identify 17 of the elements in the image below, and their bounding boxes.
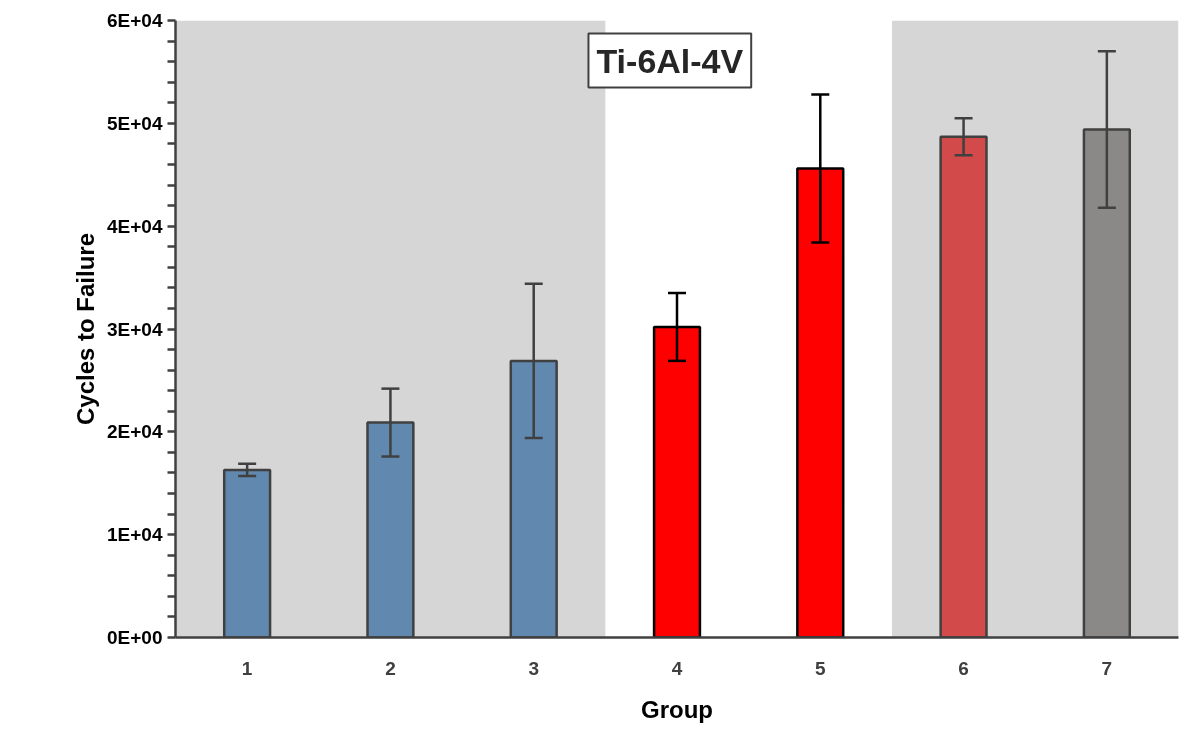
x-tick-label: 4 — [671, 657, 683, 679]
y-axis-title: Cycles to Failure — [72, 232, 100, 426]
y-tick-label: 3E+04 — [107, 318, 163, 340]
x-tick-label: 5 — [815, 657, 826, 679]
y-tick-label: 5E+04 — [107, 112, 163, 134]
x-tick-label: 2 — [385, 657, 396, 679]
x-axis-title: Group — [641, 695, 714, 723]
y-tick-label: 1E+04 — [107, 524, 163, 546]
y-tick-label: 4E+04 — [107, 215, 163, 237]
x-tick-label: 3 — [528, 657, 540, 679]
x-tick-label: 1 — [241, 657, 253, 679]
y-tick-label: 6E+04 — [107, 10, 163, 31]
y-tick-label: 2E+04 — [107, 421, 163, 443]
x-tick-label: 7 — [1101, 657, 1113, 679]
text: Ti-6Al-4V — [596, 41, 744, 80]
y-tick-label: 0E+00 — [107, 627, 163, 648]
x-tick-label: 6 — [958, 657, 969, 679]
